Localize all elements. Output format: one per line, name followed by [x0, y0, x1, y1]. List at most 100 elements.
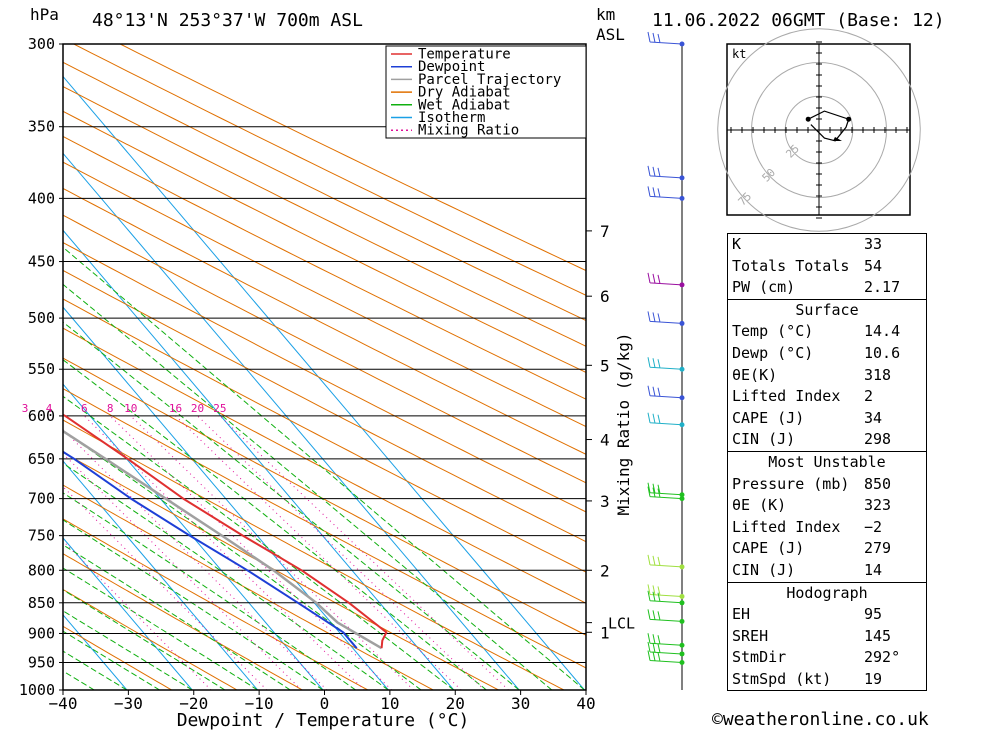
mixing-ratio-label: 20 — [191, 402, 204, 415]
profiles — [63, 413, 388, 650]
wet-adiabat-line — [63, 246, 585, 690]
wind-barb — [647, 311, 683, 324]
wind-barb — [647, 412, 683, 426]
pressure-tick-label: 600 — [28, 407, 55, 425]
most-unstable-box: Most Unstable Pressure (mb) 850 θE (K) 323 L… — [727, 450, 927, 583]
wind-barb — [647, 486, 683, 500]
mu-value: 323 — [864, 496, 892, 515]
surface-value: 2 — [864, 387, 874, 406]
dry-adiabat-line — [63, 135, 586, 400]
km-tick-label: 5 — [600, 356, 610, 375]
dry-adiabat-line — [63, 85, 586, 347]
mu-value: 850 — [864, 474, 892, 493]
dry-adiabat-line — [119, 44, 586, 272]
temperature-tick-label: 0 — [320, 694, 330, 713]
legend-label: Dry Adiabat — [418, 85, 511, 101]
isotherm-line — [63, 229, 455, 690]
pressure-tick-label: 700 — [28, 490, 55, 508]
pressure-tick-label: 550 — [28, 360, 55, 378]
surface-row: Temp (°C) 14.4 — [728, 321, 926, 343]
dry-adiabat-line — [63, 419, 565, 690]
isotherm-line — [63, 537, 193, 690]
hodo-label: SREH — [732, 626, 769, 645]
wind-barb — [647, 31, 683, 45]
hodograph-point — [805, 116, 811, 122]
hodo-label: EH — [732, 605, 751, 624]
wind-barb — [647, 641, 683, 655]
temperature-tick-label: 40 — [576, 694, 595, 713]
mixing-ratio-axis-label: Mixing Ratio (g/kg) — [614, 332, 633, 515]
stats-panel: K 33 Totals Totals 54 PW (cm) 2.17 Surface Te… — [727, 233, 927, 692]
wind-barb — [647, 609, 683, 622]
surface-row: CAPE (J) 34 — [728, 408, 926, 430]
surface-row: Lifted Index 2 — [728, 386, 926, 408]
hodo-row: StmSpd (kt) 19 — [728, 669, 926, 691]
legend-label: Temperature — [418, 47, 511, 63]
pressure-tick-label: 1000 — [19, 681, 55, 699]
dry-adiabat-line — [63, 553, 303, 690]
wind-barbs — [647, 31, 685, 690]
hodograph-trace — [807, 110, 850, 142]
km-tick-label: 7 — [600, 222, 610, 241]
hodo-row: SREH 145 — [728, 626, 926, 648]
dry-adiabat-line — [63, 214, 586, 484]
dry-adiabat-line — [63, 241, 586, 513]
wet-adiabat-line — [63, 492, 356, 690]
index-row: PW (cm) 2.17 — [728, 277, 926, 299]
mu-label: Lifted Index — [732, 517, 841, 536]
mixing-ratio-label: 6 — [81, 402, 88, 415]
index-value: 54 — [864, 256, 883, 275]
pressure-tick-label: 500 — [28, 309, 55, 327]
mixing-ratio-label: 25 — [213, 402, 226, 415]
temperature-tick-label: −30 — [114, 694, 143, 713]
temperature-tick-label: 30 — [511, 694, 530, 713]
mixing-ratio-label: 16 — [169, 402, 182, 415]
surface-value: 14.4 — [864, 322, 901, 341]
hodograph-unit: kt — [732, 47, 746, 61]
dry-adiabat-line — [63, 388, 586, 669]
dry-adiabat-line — [63, 161, 586, 428]
surface-label: θE(K) — [732, 365, 778, 384]
legend-label: Dewpoint — [418, 59, 485, 75]
pressure-tick-label: 400 — [28, 189, 55, 207]
km-tick-label: 4 — [600, 431, 610, 450]
wind-barb — [647, 385, 683, 399]
dry-adiabat-line — [63, 110, 586, 374]
surface-label: Lifted Index — [732, 387, 841, 406]
index-row: Totals Totals 54 — [728, 256, 926, 278]
surface-label: CIN (J) — [732, 430, 796, 449]
isobars — [63, 43, 586, 691]
index-value: 33 — [864, 235, 883, 253]
plot-frame — [62, 43, 587, 691]
wet-adiabat-line — [63, 359, 487, 690]
hodo-value: 145 — [864, 626, 892, 645]
wet-adiabat-line — [63, 544, 291, 690]
hodograph-point — [846, 116, 852, 122]
asl-unit: ASL — [596, 25, 625, 44]
hodograph-box: Hodograph EH 95 SREH 145 StmDir 292° StmSpd (k… — [727, 581, 927, 692]
km-tick-label: 1 — [600, 623, 610, 642]
dry-adiabat-line — [63, 357, 586, 636]
dry-adiabat-line — [63, 187, 586, 455]
temperature-tick-label: 10 — [380, 694, 399, 713]
temperature-tick-label: 20 — [446, 694, 465, 713]
surface-value: 298 — [864, 430, 892, 449]
storm-motion-arrow — [833, 137, 842, 141]
mixing-ratio-label: 10 — [124, 402, 137, 415]
km-tick-label: 3 — [600, 492, 610, 511]
km-unit: km — [596, 5, 615, 24]
dry-adiabat-line — [63, 588, 238, 690]
lcl-label: LCL — [608, 615, 635, 633]
hodograph-ring — [717, 28, 921, 232]
mu-row: CAPE (J) 279 — [728, 538, 926, 560]
pressure-tick-label: 450 — [28, 253, 55, 271]
surface-title: Surface — [795, 300, 859, 319]
wind-barb — [647, 650, 683, 663]
wet-adiabat-line — [63, 283, 553, 690]
pressure-tick-label: 300 — [28, 35, 55, 53]
pressure-tick-label: 750 — [28, 527, 55, 545]
surface-label: Temp (°C) — [732, 322, 814, 341]
dry-adiabat-line — [63, 61, 586, 322]
wind-barb — [647, 584, 683, 597]
